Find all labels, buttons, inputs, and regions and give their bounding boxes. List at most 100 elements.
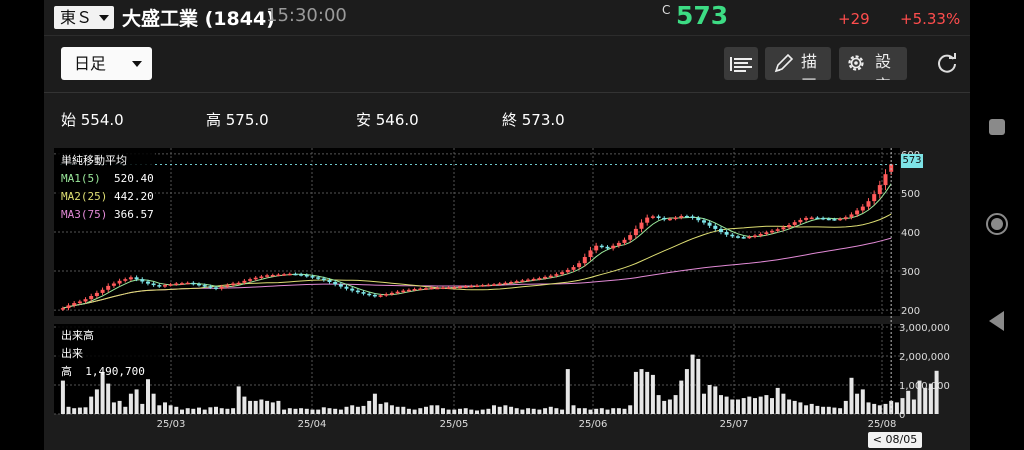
candle-body [872,194,877,202]
volume-bar [492,405,496,414]
volume-bar [480,409,485,414]
volume-bar [441,408,445,414]
candle-body [412,289,417,291]
volume-bar [928,383,933,414]
candle-body [741,237,746,239]
volume-bar [809,403,814,414]
gear-icon [848,55,864,71]
candle-body [571,267,576,270]
volume-bar [906,390,911,414]
candle-body [809,217,814,220]
quote-time: 15:30:00 [266,5,347,26]
volume-bar [242,396,247,414]
back-icon[interactable] [989,311,1004,331]
candle-body [843,217,848,219]
volume-bar [497,406,502,415]
volume-bar [355,406,360,415]
volume-bar [872,403,877,414]
volume-bar [633,371,638,414]
indicator-list-button[interactable] [724,47,758,80]
candle-body [543,276,548,279]
volume-bar [287,408,292,414]
candle-body [548,275,553,278]
ohlc-close: 終 573.0 [502,111,565,129]
x-tick-label: 25/04 [298,419,327,430]
volume-bar [446,409,451,414]
setting-button[interactable]: 設定 [839,47,907,80]
date-navigator[interactable]: < 08/05 > [868,432,922,450]
volume-bar [111,402,116,414]
price-change: +29 [838,10,870,28]
draw-button[interactable]: 描画 [765,47,831,80]
volume-bar [66,406,71,415]
candle-body [424,288,428,290]
period-select[interactable]: 日足 [61,47,152,80]
volume-bar [191,408,196,414]
candle-body [219,286,224,289]
volume-bar [804,405,809,414]
volume-bar [883,403,888,414]
volume-bar [157,405,162,414]
ma1-label: MA1(5) [61,172,101,185]
volume-bar [719,395,723,414]
candle-body [287,273,292,276]
candle-body [787,225,792,228]
chart-app: 東Ｓ 大盛工業 (1844) 15:30:00 C 573 +29 +5.33%… [44,0,970,450]
candle-body [180,283,184,285]
volume-bar [163,402,167,414]
candle-body [628,235,633,240]
stock-chart[interactable]: 25/03 25/04 25/05 25/06 25/07 25/08 200 300 400 5… [44,0,970,450]
candle-body [804,217,809,220]
candle-body [656,216,661,218]
candle-body [395,291,400,294]
candle-body [753,235,757,237]
y-tick-label: 500 [901,189,920,200]
volume-bar [866,402,871,414]
volume-bar [350,405,355,414]
home-icon[interactable] [986,213,1008,235]
candle-body [185,282,190,285]
candle-body [372,294,377,297]
volume-bar [458,408,462,414]
volume-bar [378,403,383,414]
candle-body [588,250,593,257]
volume-bar [520,409,525,414]
volume-bar [304,408,309,414]
volume-bar [662,400,667,414]
candle-body [117,280,122,284]
market-selector[interactable]: 東Ｓ [54,6,114,29]
ma2-label: MA2(25) [61,190,108,203]
volume-bar [577,408,582,414]
volume-bar [435,405,440,414]
candle-body [321,278,326,281]
candle-body [94,292,99,296]
volume-bar [571,405,576,414]
candle-body [667,218,672,221]
candle-body [89,296,94,300]
volume-bar [463,408,468,414]
candle-body [650,216,655,218]
volume-bar [424,406,428,415]
volume-bar [781,393,786,414]
volume-bar [60,380,65,414]
volume-bar [684,369,689,414]
volume-bar [469,409,474,414]
volume-bar [537,409,542,414]
candle-body [202,285,207,287]
candle-body [826,218,831,221]
candle-body [191,282,196,285]
candle-body [214,287,218,289]
candle-body [877,185,882,195]
candle-body [594,245,599,251]
candle-body [361,292,366,294]
refresh-icon[interactable] [936,52,958,74]
volume-bar [724,396,729,414]
volume-bar [650,374,655,414]
toolbar-divider [44,92,970,93]
candle-body [707,222,712,226]
recent-apps-icon[interactable] [989,119,1005,135]
volume-bar [582,408,587,414]
candle-body [497,283,502,285]
candle-body [792,222,797,225]
volume-bar [117,400,122,414]
